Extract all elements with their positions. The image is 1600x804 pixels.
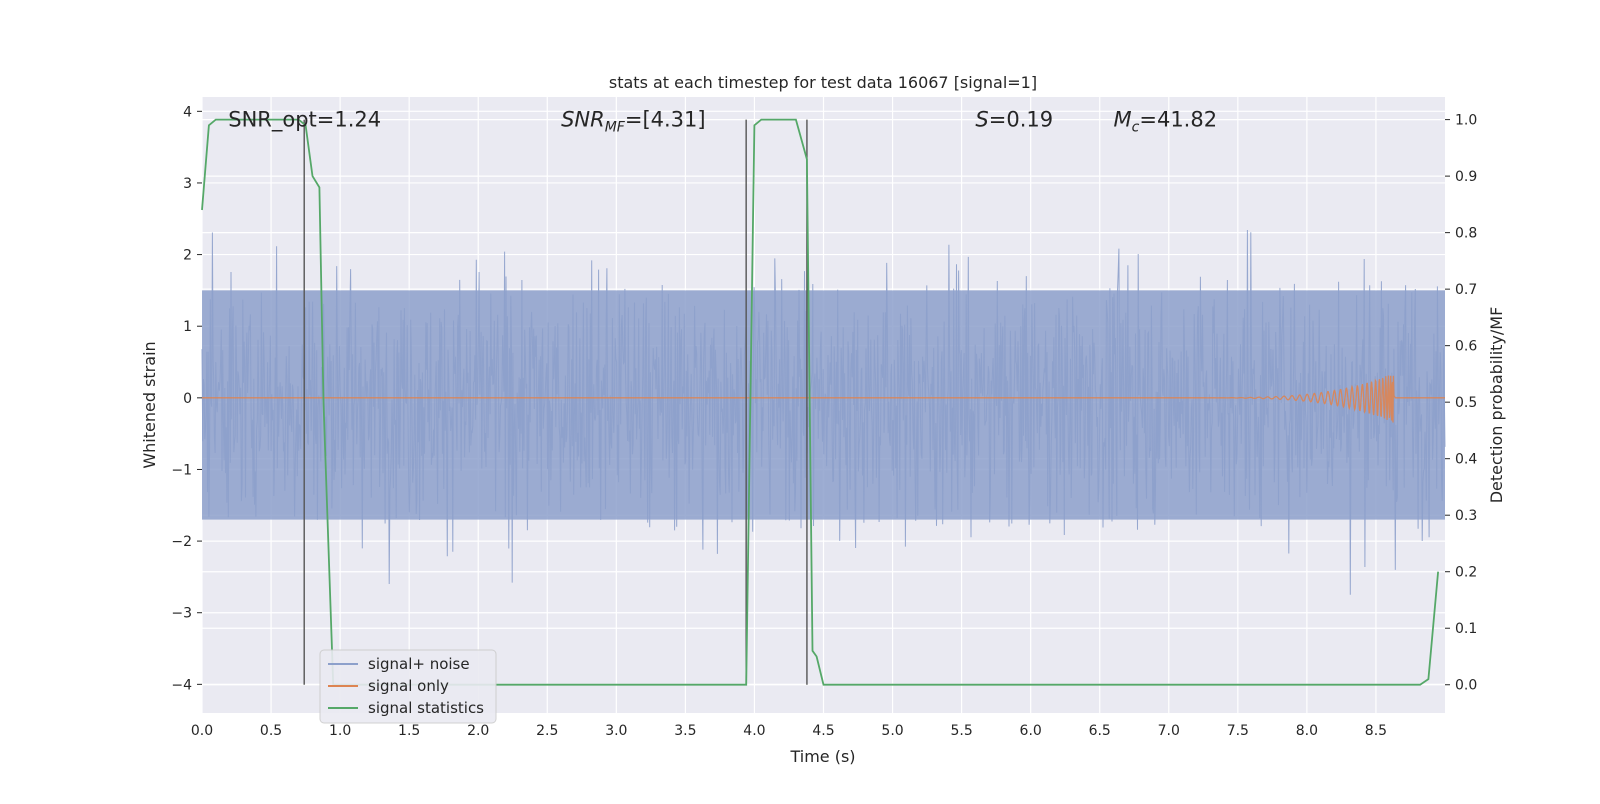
y-left-tick-label-6: −2 bbox=[171, 534, 192, 550]
legend-label-2: signal statistics bbox=[368, 699, 484, 717]
chart-title: stats at each timestep for test data 160… bbox=[609, 73, 1037, 92]
x-tick-label-10: 5.0 bbox=[881, 723, 903, 739]
signal-statistics-line bbox=[201, 118, 1439, 686]
y-right-tick-label-0: 1.0 bbox=[1455, 113, 1477, 129]
x-tick-label-1: 0.5 bbox=[260, 723, 282, 739]
noise-line bbox=[201, 229, 1446, 595]
x-tick-label-13: 6.5 bbox=[1089, 723, 1111, 739]
y-right-tick-label-9: 0.1 bbox=[1455, 621, 1477, 637]
x-tick-label-8: 4.0 bbox=[743, 723, 765, 739]
x-tick-label-14: 7.0 bbox=[1158, 723, 1180, 739]
annotations: SNR_opt=1.24 SNRMF=[4.31] S=0.19 Mc=41.82 bbox=[228, 107, 1217, 135]
y-left-tick-label-8: −4 bbox=[171, 677, 192, 693]
x-tick-label-16: 8.0 bbox=[1296, 723, 1318, 739]
x-tick-label-11: 5.5 bbox=[950, 723, 972, 739]
signal-statistics-series bbox=[201, 118, 1439, 686]
signal-noise-series bbox=[201, 229, 1446, 595]
x-tick-label-3: 1.5 bbox=[398, 723, 420, 739]
annotation-3: Mc=41.82 bbox=[1114, 107, 1218, 135]
y-left-tick-label-5: −1 bbox=[171, 462, 192, 478]
y-left-tick-label-1: 3 bbox=[183, 176, 192, 192]
x-tick-label-7: 3.5 bbox=[674, 723, 696, 739]
y-right-tick-label-10: 0.0 bbox=[1455, 678, 1477, 694]
legend: signal+ noise signal only signal statistic… bbox=[319, 649, 497, 724]
legend-label-0: signal+ noise bbox=[368, 655, 470, 673]
y-right-axis-ticks: 1.0 0.9 0.8 0.7 0.6 0.5 0.4 0.3 0.2 0.1 0.0 bbox=[1445, 113, 1477, 694]
x-tick-label-12: 6.0 bbox=[1020, 723, 1042, 739]
x-axis-label: Time (s) bbox=[789, 747, 855, 766]
signal-only-line bbox=[202, 375, 1445, 423]
x-tick-label-2: 1.0 bbox=[329, 723, 351, 739]
annotation-2: S=0.19 bbox=[975, 107, 1053, 131]
y-right-tick-label-2: 0.8 bbox=[1455, 226, 1477, 242]
y-left-axis-ticks: 4 3 2 1 0 −1 −2 −3 −4 bbox=[171, 104, 202, 693]
y-right-tick-label-1: 0.9 bbox=[1455, 169, 1477, 185]
annotation-0: SNR_opt=1.24 bbox=[228, 107, 381, 132]
y-left-tick-label-4: 0 bbox=[183, 391, 192, 407]
signal-only-series bbox=[202, 375, 1445, 423]
x-tick-label-15: 7.5 bbox=[1227, 723, 1249, 739]
y-left-tick-label-7: −3 bbox=[171, 606, 192, 622]
x-tick-label-4: 2.0 bbox=[467, 723, 489, 739]
y-right-axis-label: Detection probability/MF bbox=[1487, 307, 1506, 504]
y-left-tick-label-3: 1 bbox=[183, 319, 192, 335]
y-right-tick-label-8: 0.2 bbox=[1455, 565, 1477, 581]
x-axis-ticks: 0.0 0.5 1.0 1.5 2.0 2.5 3.0 3.5 4.0 4.5 5.0 5.5 6.0 6… bbox=[191, 723, 1387, 739]
x-tick-label-5: 2.5 bbox=[536, 723, 558, 739]
y-left-tick-label-0: 4 bbox=[183, 104, 192, 120]
y-left-axis-label: Whitened strain bbox=[140, 341, 159, 468]
y-right-tick-label-7: 0.3 bbox=[1455, 508, 1477, 524]
legend-box bbox=[319, 649, 497, 724]
y-right-tick-label-6: 0.4 bbox=[1455, 452, 1477, 468]
legend-label-1: signal only bbox=[368, 677, 449, 695]
annotation-1: SNRMF=[4.31] bbox=[561, 107, 706, 135]
y-right-tick-label-4: 0.6 bbox=[1455, 339, 1477, 355]
x-tick-label-0: 0.0 bbox=[191, 723, 213, 739]
x-tick-label-9: 4.5 bbox=[812, 723, 834, 739]
y-right-tick-label-5: 0.5 bbox=[1455, 395, 1477, 411]
y-right-tick-label-3: 0.7 bbox=[1455, 282, 1477, 298]
y-left-tick-label-2: 2 bbox=[183, 248, 192, 264]
x-tick-label-17: 8.5 bbox=[1365, 723, 1387, 739]
x-tick-label-6: 3.0 bbox=[605, 723, 627, 739]
